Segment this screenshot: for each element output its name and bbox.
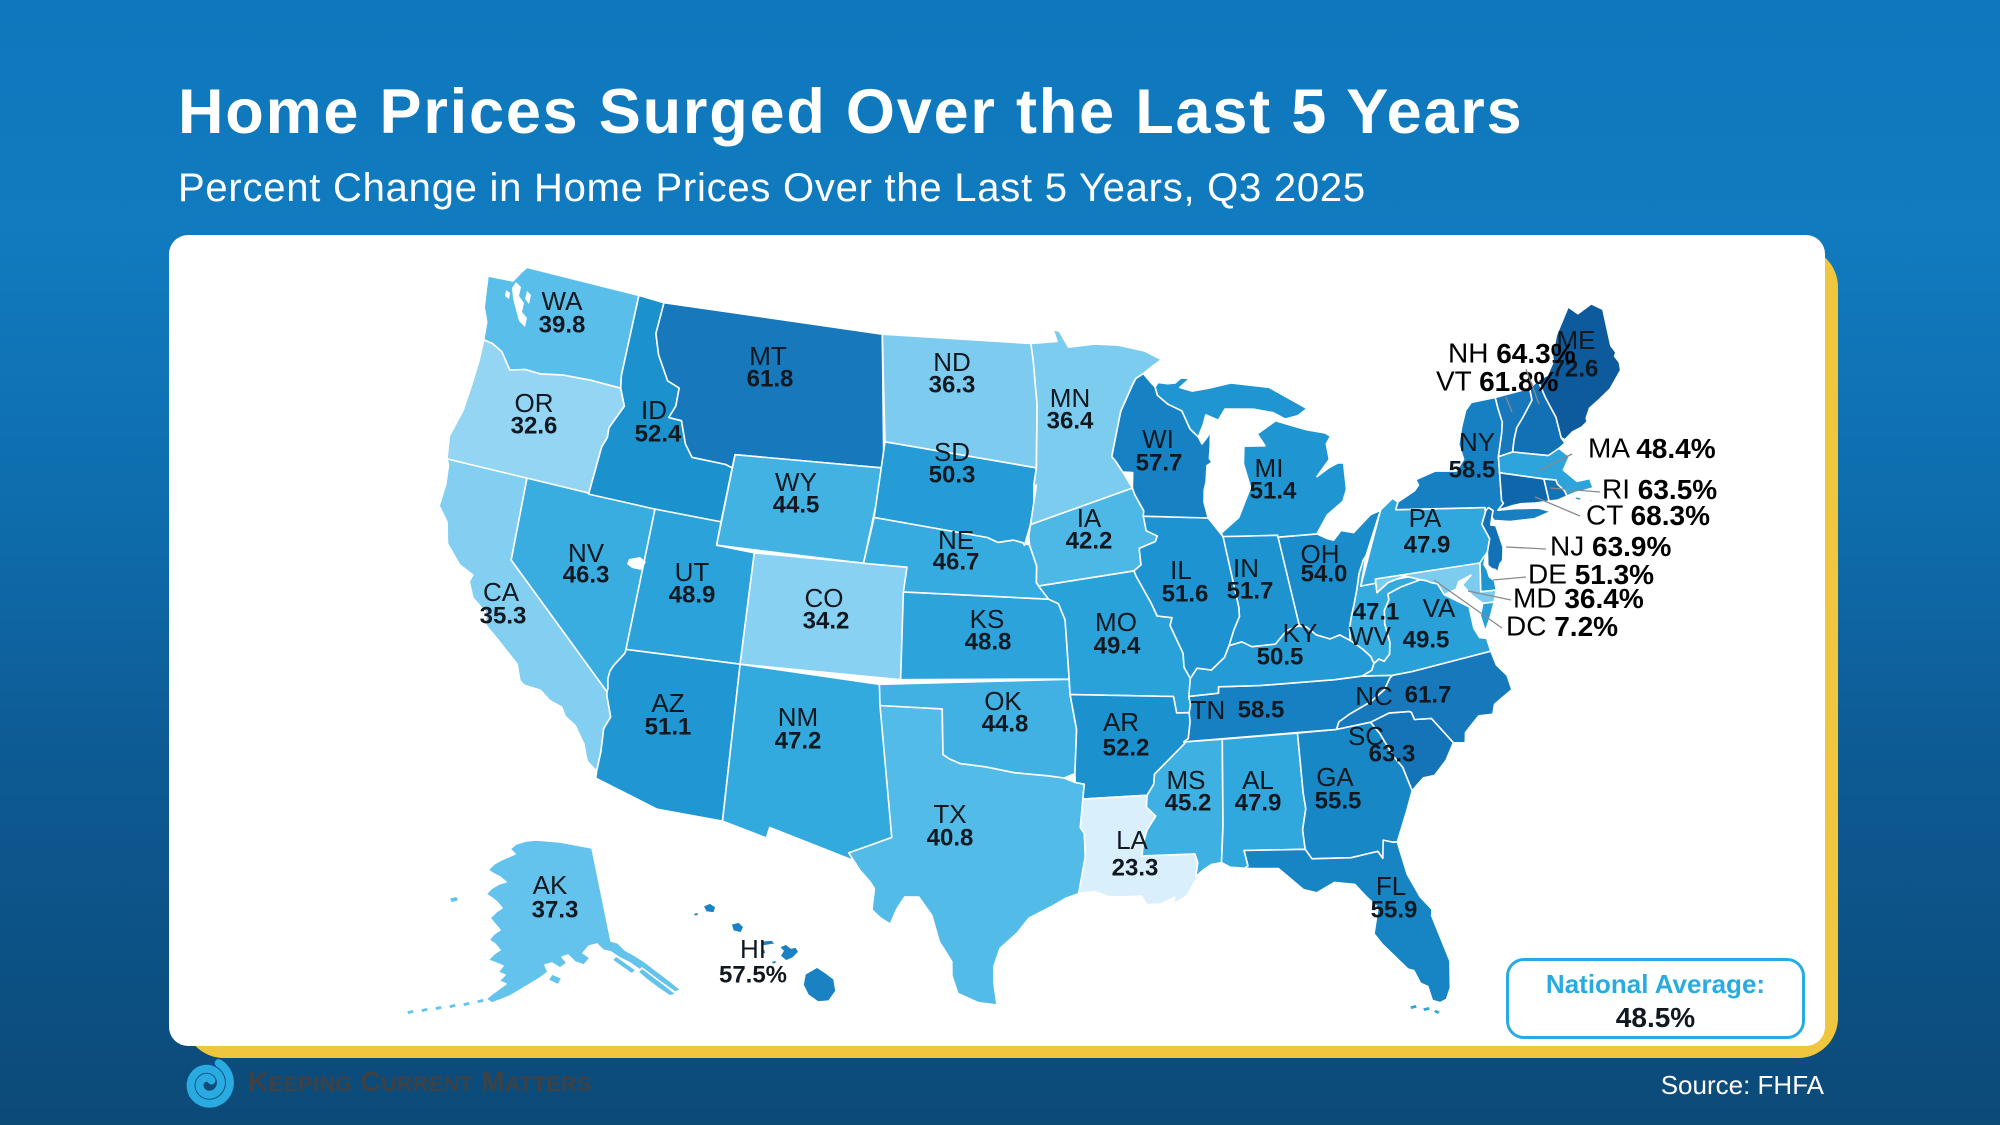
svg-text:NH 64.3%: NH 64.3% xyxy=(1448,338,1576,369)
svg-text:DC 7.2%: DC 7.2% xyxy=(1506,611,1618,642)
svg-text:LA: LA xyxy=(1116,825,1148,855)
svg-text:UT: UT xyxy=(675,557,710,587)
svg-text:44.8: 44.8 xyxy=(982,711,1029,738)
svg-text:IN: IN xyxy=(1233,553,1259,583)
svg-text:55.9: 55.9 xyxy=(1371,897,1418,924)
svg-text:52.4: 52.4 xyxy=(635,421,682,448)
svg-text:44.5: 44.5 xyxy=(773,492,820,519)
svg-text:CT 68.3%: CT 68.3% xyxy=(1586,500,1710,531)
svg-text:61.8: 61.8 xyxy=(747,366,794,393)
svg-text:49.4: 49.4 xyxy=(1094,633,1141,660)
svg-text:32.6: 32.6 xyxy=(511,413,558,440)
svg-text:KS: KS xyxy=(970,604,1005,634)
svg-text:36.4: 36.4 xyxy=(1047,408,1094,435)
svg-text:51.7: 51.7 xyxy=(1227,578,1274,605)
svg-text:MS: MS xyxy=(1167,765,1206,795)
svg-text:ID: ID xyxy=(641,395,667,425)
svg-text:23.3: 23.3 xyxy=(1112,855,1159,882)
svg-text:35.3: 35.3 xyxy=(480,603,527,630)
svg-text:FL: FL xyxy=(1376,871,1406,901)
svg-text:36.3: 36.3 xyxy=(929,372,976,399)
svg-text:58.5: 58.5 xyxy=(1238,697,1285,724)
svg-text:PA: PA xyxy=(1409,503,1442,533)
svg-text:46.7: 46.7 xyxy=(933,549,980,576)
svg-text:NE: NE xyxy=(938,525,974,555)
svg-text:47.9: 47.9 xyxy=(1404,532,1451,559)
svg-text:IA: IA xyxy=(1077,503,1102,533)
svg-text:RI 63.5%: RI 63.5% xyxy=(1602,474,1717,505)
svg-text:CA: CA xyxy=(483,577,520,607)
svg-text:WA: WA xyxy=(542,286,584,316)
svg-text:NJ 63.9%: NJ 63.9% xyxy=(1550,531,1671,562)
svg-text:VT 61.8%: VT 61.8% xyxy=(1436,366,1559,397)
svg-text:46.3: 46.3 xyxy=(563,562,610,589)
svg-text:63.3: 63.3 xyxy=(1369,741,1416,768)
svg-text:HI: HI xyxy=(740,934,766,964)
svg-text:ME: ME xyxy=(1557,325,1596,355)
svg-text:58.5: 58.5 xyxy=(1449,457,1496,484)
svg-text:NY: NY xyxy=(1459,427,1495,457)
svg-text:72.6: 72.6 xyxy=(1552,356,1599,383)
svg-text:57.7: 57.7 xyxy=(1136,450,1183,477)
svg-text:45.2: 45.2 xyxy=(1165,790,1212,817)
svg-text:OR: OR xyxy=(515,388,554,418)
svg-text:MI: MI xyxy=(1255,453,1284,483)
svg-text:MN: MN xyxy=(1050,383,1090,413)
svg-text:TN: TN xyxy=(1191,695,1226,725)
svg-text:51.4: 51.4 xyxy=(1250,478,1297,505)
svg-text:NM: NM xyxy=(778,702,818,732)
svg-text:47.2: 47.2 xyxy=(775,728,822,755)
svg-text:MT: MT xyxy=(749,341,787,371)
svg-text:GA: GA xyxy=(1316,762,1354,792)
svg-text:AK: AK xyxy=(533,870,568,900)
svg-text:42.2: 42.2 xyxy=(1066,528,1113,555)
svg-text:40.8: 40.8 xyxy=(927,825,974,852)
svg-text:37.3: 37.3 xyxy=(532,897,579,924)
svg-text:VA: VA xyxy=(1423,593,1456,623)
svg-text:57.5%: 57.5% xyxy=(719,962,787,989)
svg-text:55.5: 55.5 xyxy=(1315,788,1362,815)
svg-text:DE 51.3%: DE 51.3% xyxy=(1528,559,1654,590)
svg-text:49.5: 49.5 xyxy=(1403,627,1450,654)
svg-text:61.7: 61.7 xyxy=(1405,682,1452,709)
svg-text:AR: AR xyxy=(1103,707,1139,737)
svg-text:51.1: 51.1 xyxy=(645,714,692,741)
svg-text:39.8: 39.8 xyxy=(539,312,586,339)
svg-text:ND: ND xyxy=(933,347,971,377)
svg-text:TX: TX xyxy=(933,799,966,829)
svg-text:50.3: 50.3 xyxy=(929,462,976,489)
svg-text:MO: MO xyxy=(1095,607,1137,637)
svg-text:WV: WV xyxy=(1349,621,1392,651)
svg-text:IL: IL xyxy=(1170,555,1192,585)
svg-text:OH: OH xyxy=(1301,539,1340,569)
svg-text:CO: CO xyxy=(805,583,844,613)
svg-text:NV: NV xyxy=(568,538,605,568)
svg-text:54.0: 54.0 xyxy=(1301,561,1348,588)
svg-text:48.9: 48.9 xyxy=(669,582,716,609)
svg-text:AZ: AZ xyxy=(651,688,684,718)
svg-text:KY: KY xyxy=(1283,618,1318,648)
svg-text:51.6: 51.6 xyxy=(1162,581,1209,608)
svg-text:34.2: 34.2 xyxy=(803,608,850,635)
svg-text:50.5: 50.5 xyxy=(1257,644,1304,671)
svg-text:52.2: 52.2 xyxy=(1103,735,1150,762)
svg-text:47.1: 47.1 xyxy=(1353,599,1400,626)
svg-text:SD: SD xyxy=(934,437,970,467)
svg-text:SC: SC xyxy=(1348,721,1384,751)
svg-text:WI: WI xyxy=(1142,424,1174,454)
svg-text:47.9: 47.9 xyxy=(1235,790,1282,817)
svg-text:48.8: 48.8 xyxy=(965,629,1012,656)
svg-text:AL: AL xyxy=(1242,765,1274,795)
svg-text:MD 36.4%: MD 36.4% xyxy=(1513,583,1644,614)
svg-text:MA 48.4%: MA 48.4% xyxy=(1588,433,1716,464)
svg-text:NC: NC xyxy=(1355,681,1393,711)
svg-text:OK: OK xyxy=(984,686,1022,716)
svg-text:WY: WY xyxy=(775,467,817,497)
